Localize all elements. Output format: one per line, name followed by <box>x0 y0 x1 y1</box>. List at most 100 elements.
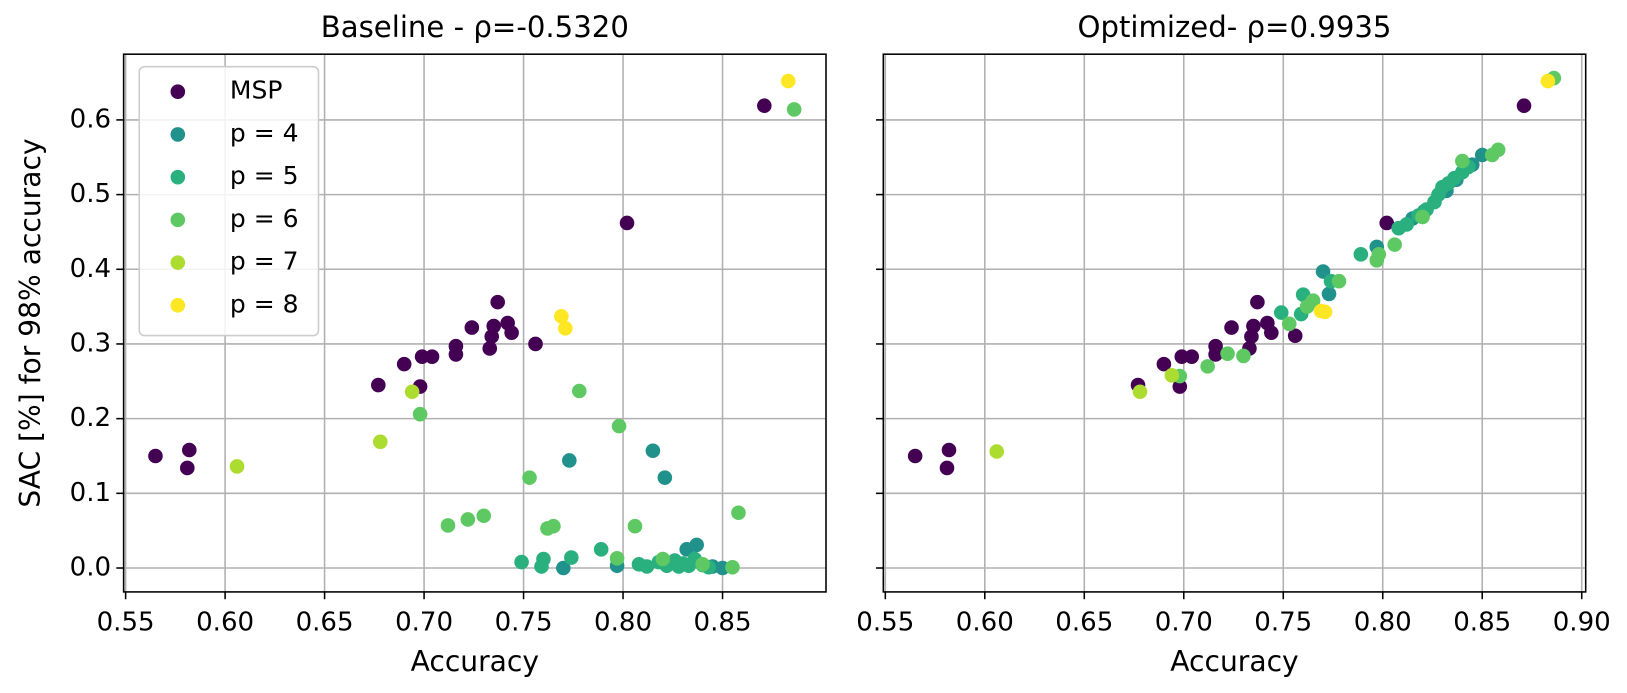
point <box>657 470 673 485</box>
y-axis-label: SAC [%] for 98% accuracy <box>14 138 47 507</box>
point <box>546 518 561 534</box>
point <box>460 512 476 527</box>
point <box>486 318 502 334</box>
y-tick-label: 0.6 <box>70 104 111 134</box>
point <box>1516 98 1532 114</box>
point <box>181 442 197 458</box>
point <box>609 551 625 566</box>
point <box>528 336 543 352</box>
point <box>562 453 577 468</box>
legend-marker <box>170 212 186 228</box>
point <box>1273 305 1289 320</box>
point <box>907 448 923 464</box>
legend-marker <box>170 84 186 99</box>
chart-title: Baseline - ρ=-0.5320 <box>321 10 629 44</box>
legend-label: p = 7 <box>230 247 299 276</box>
point <box>627 518 643 534</box>
x-tick-label: 0.65 <box>1055 608 1113 638</box>
point <box>1321 286 1337 302</box>
point <box>1317 304 1333 320</box>
point <box>1264 325 1279 341</box>
point <box>476 508 492 524</box>
point <box>412 406 428 422</box>
point <box>689 537 704 553</box>
y-tick-label: 0.3 <box>70 328 111 358</box>
point <box>1490 142 1506 158</box>
point <box>396 356 412 372</box>
point <box>1371 247 1387 262</box>
legend-marker <box>170 255 186 270</box>
point <box>1236 348 1251 364</box>
point <box>989 444 1005 459</box>
x-axis-label: Accuracy <box>1170 645 1298 678</box>
point <box>522 470 537 485</box>
legend-label: p = 8 <box>230 289 299 318</box>
point <box>490 294 505 310</box>
legend-label: MSP <box>230 76 283 105</box>
x-tick-label: 0.85 <box>1453 608 1511 638</box>
point <box>229 459 245 474</box>
legend-label: p = 4 <box>230 118 299 147</box>
point <box>1379 215 1395 231</box>
legend-marker <box>170 298 186 313</box>
point <box>780 73 796 89</box>
x-tick-label: 0.55 <box>97 608 155 638</box>
point <box>645 443 661 459</box>
point <box>440 518 456 533</box>
point <box>1331 273 1347 289</box>
legend-label: p = 5 <box>230 161 299 190</box>
point <box>1184 349 1200 364</box>
axes-frame <box>882 53 1587 593</box>
point <box>1250 294 1265 310</box>
point <box>148 448 163 464</box>
point <box>757 98 772 114</box>
point <box>1281 316 1297 332</box>
point <box>1387 237 1402 252</box>
point <box>731 505 746 521</box>
point <box>536 551 551 567</box>
point <box>1164 368 1180 383</box>
point <box>373 434 388 450</box>
point <box>1399 217 1414 232</box>
point <box>482 341 498 356</box>
x-tick-label: 0.80 <box>1354 608 1412 638</box>
point <box>1224 320 1239 335</box>
point <box>371 377 386 393</box>
x-tick-label: 0.85 <box>694 608 752 638</box>
x-tick-label: 0.55 <box>856 608 914 638</box>
x-tick-label: 0.90 <box>1553 608 1611 638</box>
point <box>1305 293 1321 308</box>
legend-marker <box>170 127 186 142</box>
point <box>695 556 710 572</box>
point <box>655 551 671 567</box>
point <box>593 542 609 557</box>
y-tick-label: 0.5 <box>70 179 111 209</box>
point <box>556 560 571 576</box>
x-tick-label: 0.65 <box>296 608 354 638</box>
legend-label: p = 6 <box>230 204 299 233</box>
y-tick-label: 0.2 <box>70 403 111 433</box>
point <box>504 325 519 341</box>
point <box>571 383 587 399</box>
point <box>514 554 529 570</box>
axes-frame <box>122 53 827 593</box>
point <box>1540 73 1556 89</box>
point <box>939 460 955 476</box>
point <box>611 418 627 434</box>
x-tick-label: 0.80 <box>594 608 652 638</box>
point <box>558 320 573 336</box>
point <box>941 442 957 458</box>
point <box>639 559 655 574</box>
point <box>619 215 635 231</box>
point <box>786 102 802 117</box>
x-tick-label: 0.60 <box>956 608 1014 638</box>
x-axis-label: Accuracy <box>411 645 539 678</box>
point <box>464 320 480 335</box>
point <box>448 347 464 362</box>
point <box>1200 359 1215 374</box>
x-tick-label: 0.75 <box>495 608 553 638</box>
point <box>1208 347 1223 362</box>
point <box>1172 379 1188 394</box>
y-tick-label: 0.1 <box>70 478 111 508</box>
point <box>1315 264 1331 279</box>
